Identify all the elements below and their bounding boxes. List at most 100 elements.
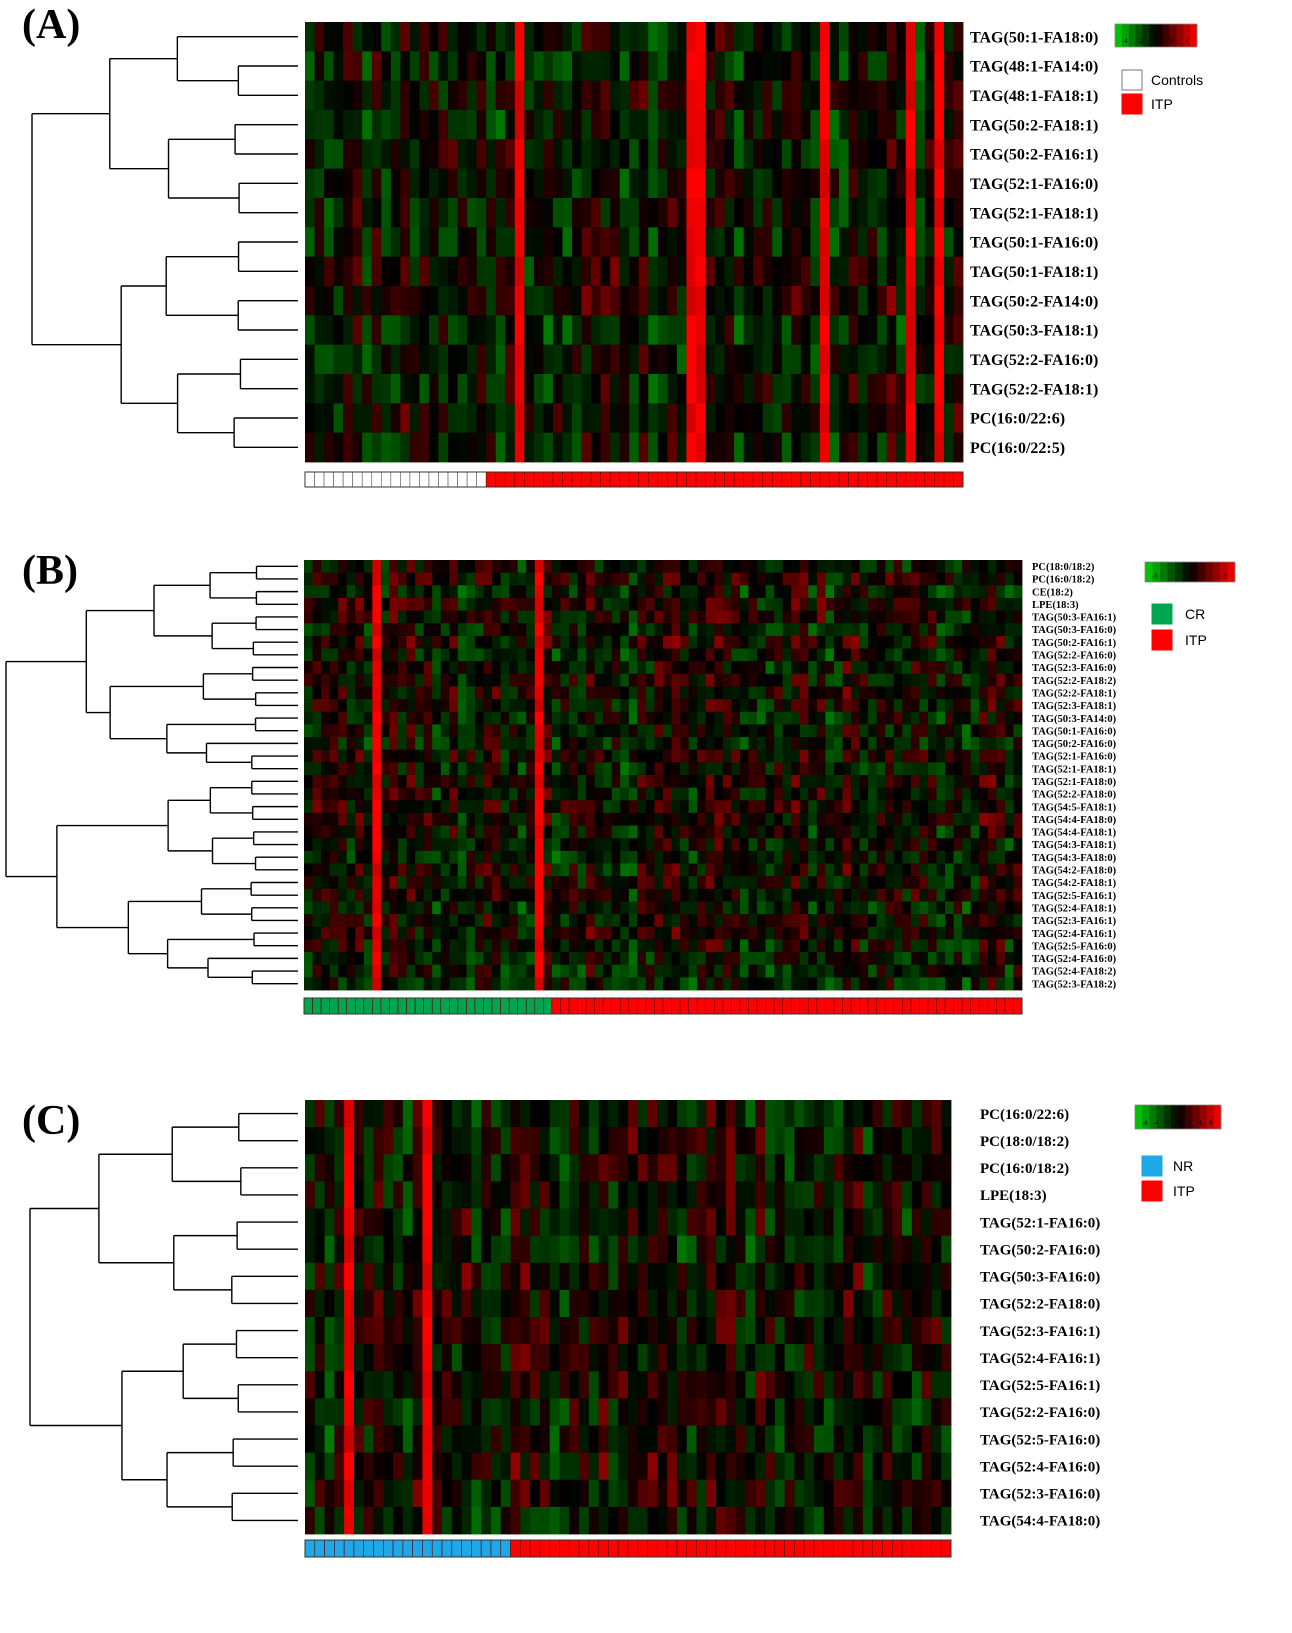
heat-cell xyxy=(867,344,878,375)
heat-cell xyxy=(663,775,672,789)
heat-cell xyxy=(791,711,801,725)
heat-cell xyxy=(774,964,784,978)
heat-cell xyxy=(483,673,493,687)
heat-cell xyxy=(808,863,818,877)
heat-cell xyxy=(748,572,758,586)
heat-cell xyxy=(724,139,735,170)
heat-cell xyxy=(423,673,433,687)
heat-cell xyxy=(647,1127,658,1155)
heat-cell xyxy=(996,926,1006,940)
heat-cell xyxy=(931,1289,942,1318)
heat-cell xyxy=(449,572,459,586)
heat-cell xyxy=(825,952,835,966)
heat-cell xyxy=(765,1181,776,1209)
heat-cell xyxy=(934,227,945,258)
heat-cell xyxy=(1013,623,1023,637)
heat-cell xyxy=(577,585,587,599)
heat-cell xyxy=(373,1127,384,1155)
heat-cell xyxy=(987,863,997,877)
heat-cell xyxy=(996,711,1006,725)
heat-cell xyxy=(893,901,903,915)
heat-cell xyxy=(962,939,972,953)
heat-cell xyxy=(381,432,392,463)
heat-cell xyxy=(833,876,843,890)
heat-cell xyxy=(676,110,687,140)
heat-cell xyxy=(500,914,510,928)
heat-cell xyxy=(706,1289,717,1318)
heat-cell xyxy=(927,787,937,801)
heat-cell xyxy=(372,775,382,789)
heat-cell xyxy=(362,432,373,463)
heat-cell xyxy=(970,623,980,637)
heat-cell xyxy=(885,888,895,902)
heat-cell xyxy=(663,623,672,637)
heat-cell xyxy=(400,22,411,52)
heat-cell xyxy=(610,227,621,258)
heat-cell xyxy=(314,1262,325,1291)
heat-cell xyxy=(859,939,869,953)
heat-cell xyxy=(996,876,1006,890)
heat-cell xyxy=(390,22,401,52)
heat-cell xyxy=(902,1127,913,1155)
heat-cell xyxy=(782,661,792,675)
heat-cell xyxy=(509,800,519,814)
heat-cell xyxy=(654,825,664,839)
heat-cell xyxy=(800,344,811,375)
heat-cell xyxy=(680,812,690,826)
heat-cell xyxy=(924,403,935,434)
heat-cell xyxy=(987,560,997,574)
heat-cell xyxy=(839,227,849,258)
heat-cell xyxy=(868,838,878,852)
heat-cell xyxy=(551,964,561,978)
heat-cell xyxy=(610,374,621,404)
row-label: TAG(50:3-FA16:0) xyxy=(1032,625,1117,636)
heat-cell xyxy=(842,901,852,915)
heat-cell xyxy=(911,1317,923,1345)
heat-cell xyxy=(457,850,467,864)
heat-cell xyxy=(398,952,407,966)
heat-cell xyxy=(676,1317,688,1345)
heat-cell xyxy=(782,610,792,624)
heat-cell xyxy=(953,926,963,940)
heat-cell xyxy=(543,22,554,52)
heat-cell xyxy=(799,876,809,890)
heat-cell xyxy=(902,699,912,713)
heat-cell xyxy=(577,686,587,700)
heat-cell xyxy=(543,863,553,877)
heat-cell xyxy=(739,787,749,801)
heat-cell xyxy=(581,286,592,316)
heat-cell xyxy=(355,585,365,599)
heat-cell xyxy=(816,572,826,586)
heat-cell xyxy=(490,1317,502,1345)
group-bar-cell-itp xyxy=(705,471,716,488)
heat-cell xyxy=(352,168,363,199)
heat-cell xyxy=(442,1235,453,1264)
heat-cell xyxy=(654,699,664,713)
heat-cell xyxy=(517,749,527,763)
heat-cell xyxy=(321,623,331,637)
color-scale-tick: 0 xyxy=(1188,574,1192,580)
heat-cell xyxy=(312,939,322,953)
heat-cell xyxy=(611,977,621,991)
heat-cell xyxy=(406,939,416,953)
heat-cell xyxy=(457,648,467,662)
heat-cell xyxy=(451,1262,463,1291)
heat-cell xyxy=(611,648,621,662)
heat-cell xyxy=(495,168,506,199)
heat-cell xyxy=(945,661,955,675)
heat-cell xyxy=(581,168,592,199)
heat-cell xyxy=(791,286,802,316)
heat-cell xyxy=(816,901,826,915)
heat-cell xyxy=(440,787,450,801)
heat-cell xyxy=(510,1127,521,1155)
heat-cell xyxy=(530,1208,541,1237)
heat-cell xyxy=(671,838,681,852)
heat-cell xyxy=(1004,876,1014,890)
heat-cell xyxy=(432,661,442,675)
heat-cell xyxy=(676,403,687,434)
heat-cell xyxy=(706,1317,717,1345)
heat-cell xyxy=(637,648,647,662)
heat-cell xyxy=(765,1154,776,1182)
heat-cell xyxy=(842,964,852,978)
heat-cell xyxy=(628,888,638,902)
